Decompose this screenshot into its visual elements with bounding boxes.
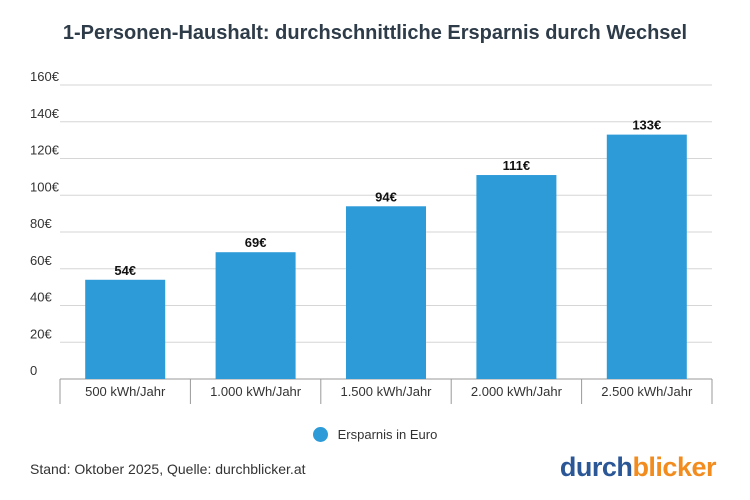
data-label: 111€	[503, 158, 531, 173]
y-tick-label: 40€	[30, 290, 52, 305]
x-tick-label: 2.500 kWh/Jahr	[601, 384, 693, 399]
y-tick-label: 80€	[30, 216, 52, 231]
data-label: 54€	[114, 263, 136, 278]
y-tick-label: 60€	[30, 253, 52, 268]
x-tick-label: 1.500 kWh/Jahr	[340, 384, 432, 399]
y-tick-label: 20€	[30, 326, 52, 341]
x-tick-label: 2.000 kWh/Jahr	[471, 384, 563, 399]
legend-swatch	[312, 427, 328, 442]
source-note: Stand: Oktober 2025, Quelle: durchblicke…	[30, 461, 306, 477]
data-label: 94€	[375, 189, 397, 204]
y-tick-label: 120€	[30, 143, 60, 158]
bar	[346, 206, 426, 379]
bar	[215, 252, 296, 379]
y-tick-label: 160€	[30, 69, 60, 84]
brand-logo[interactable]: durchblicker	[559, 452, 717, 483]
chart-title: 1-Personen-Haushalt: durchschnittliche E…	[62, 22, 688, 44]
logo-part-durch: durch	[559, 452, 633, 482]
bar	[85, 279, 166, 379]
legend: Ersparnis in Euro	[0, 427, 750, 442]
data-label: 133€	[632, 118, 661, 133]
y-tick-label: 100€	[30, 179, 60, 194]
logo-part-blicker: blicker	[632, 452, 716, 482]
y-tick-label: 0	[30, 363, 37, 378]
x-tick-label: 500 kWh/Jahr	[85, 384, 166, 399]
legend-label: Ersparnis in Euro	[337, 427, 438, 442]
y-tick-label: 140€	[30, 106, 60, 121]
data-label: 69€	[245, 235, 267, 250]
x-tick-label: 1.000 kWh/Jahr	[210, 384, 302, 399]
bar	[476, 175, 557, 379]
bar	[606, 134, 687, 379]
